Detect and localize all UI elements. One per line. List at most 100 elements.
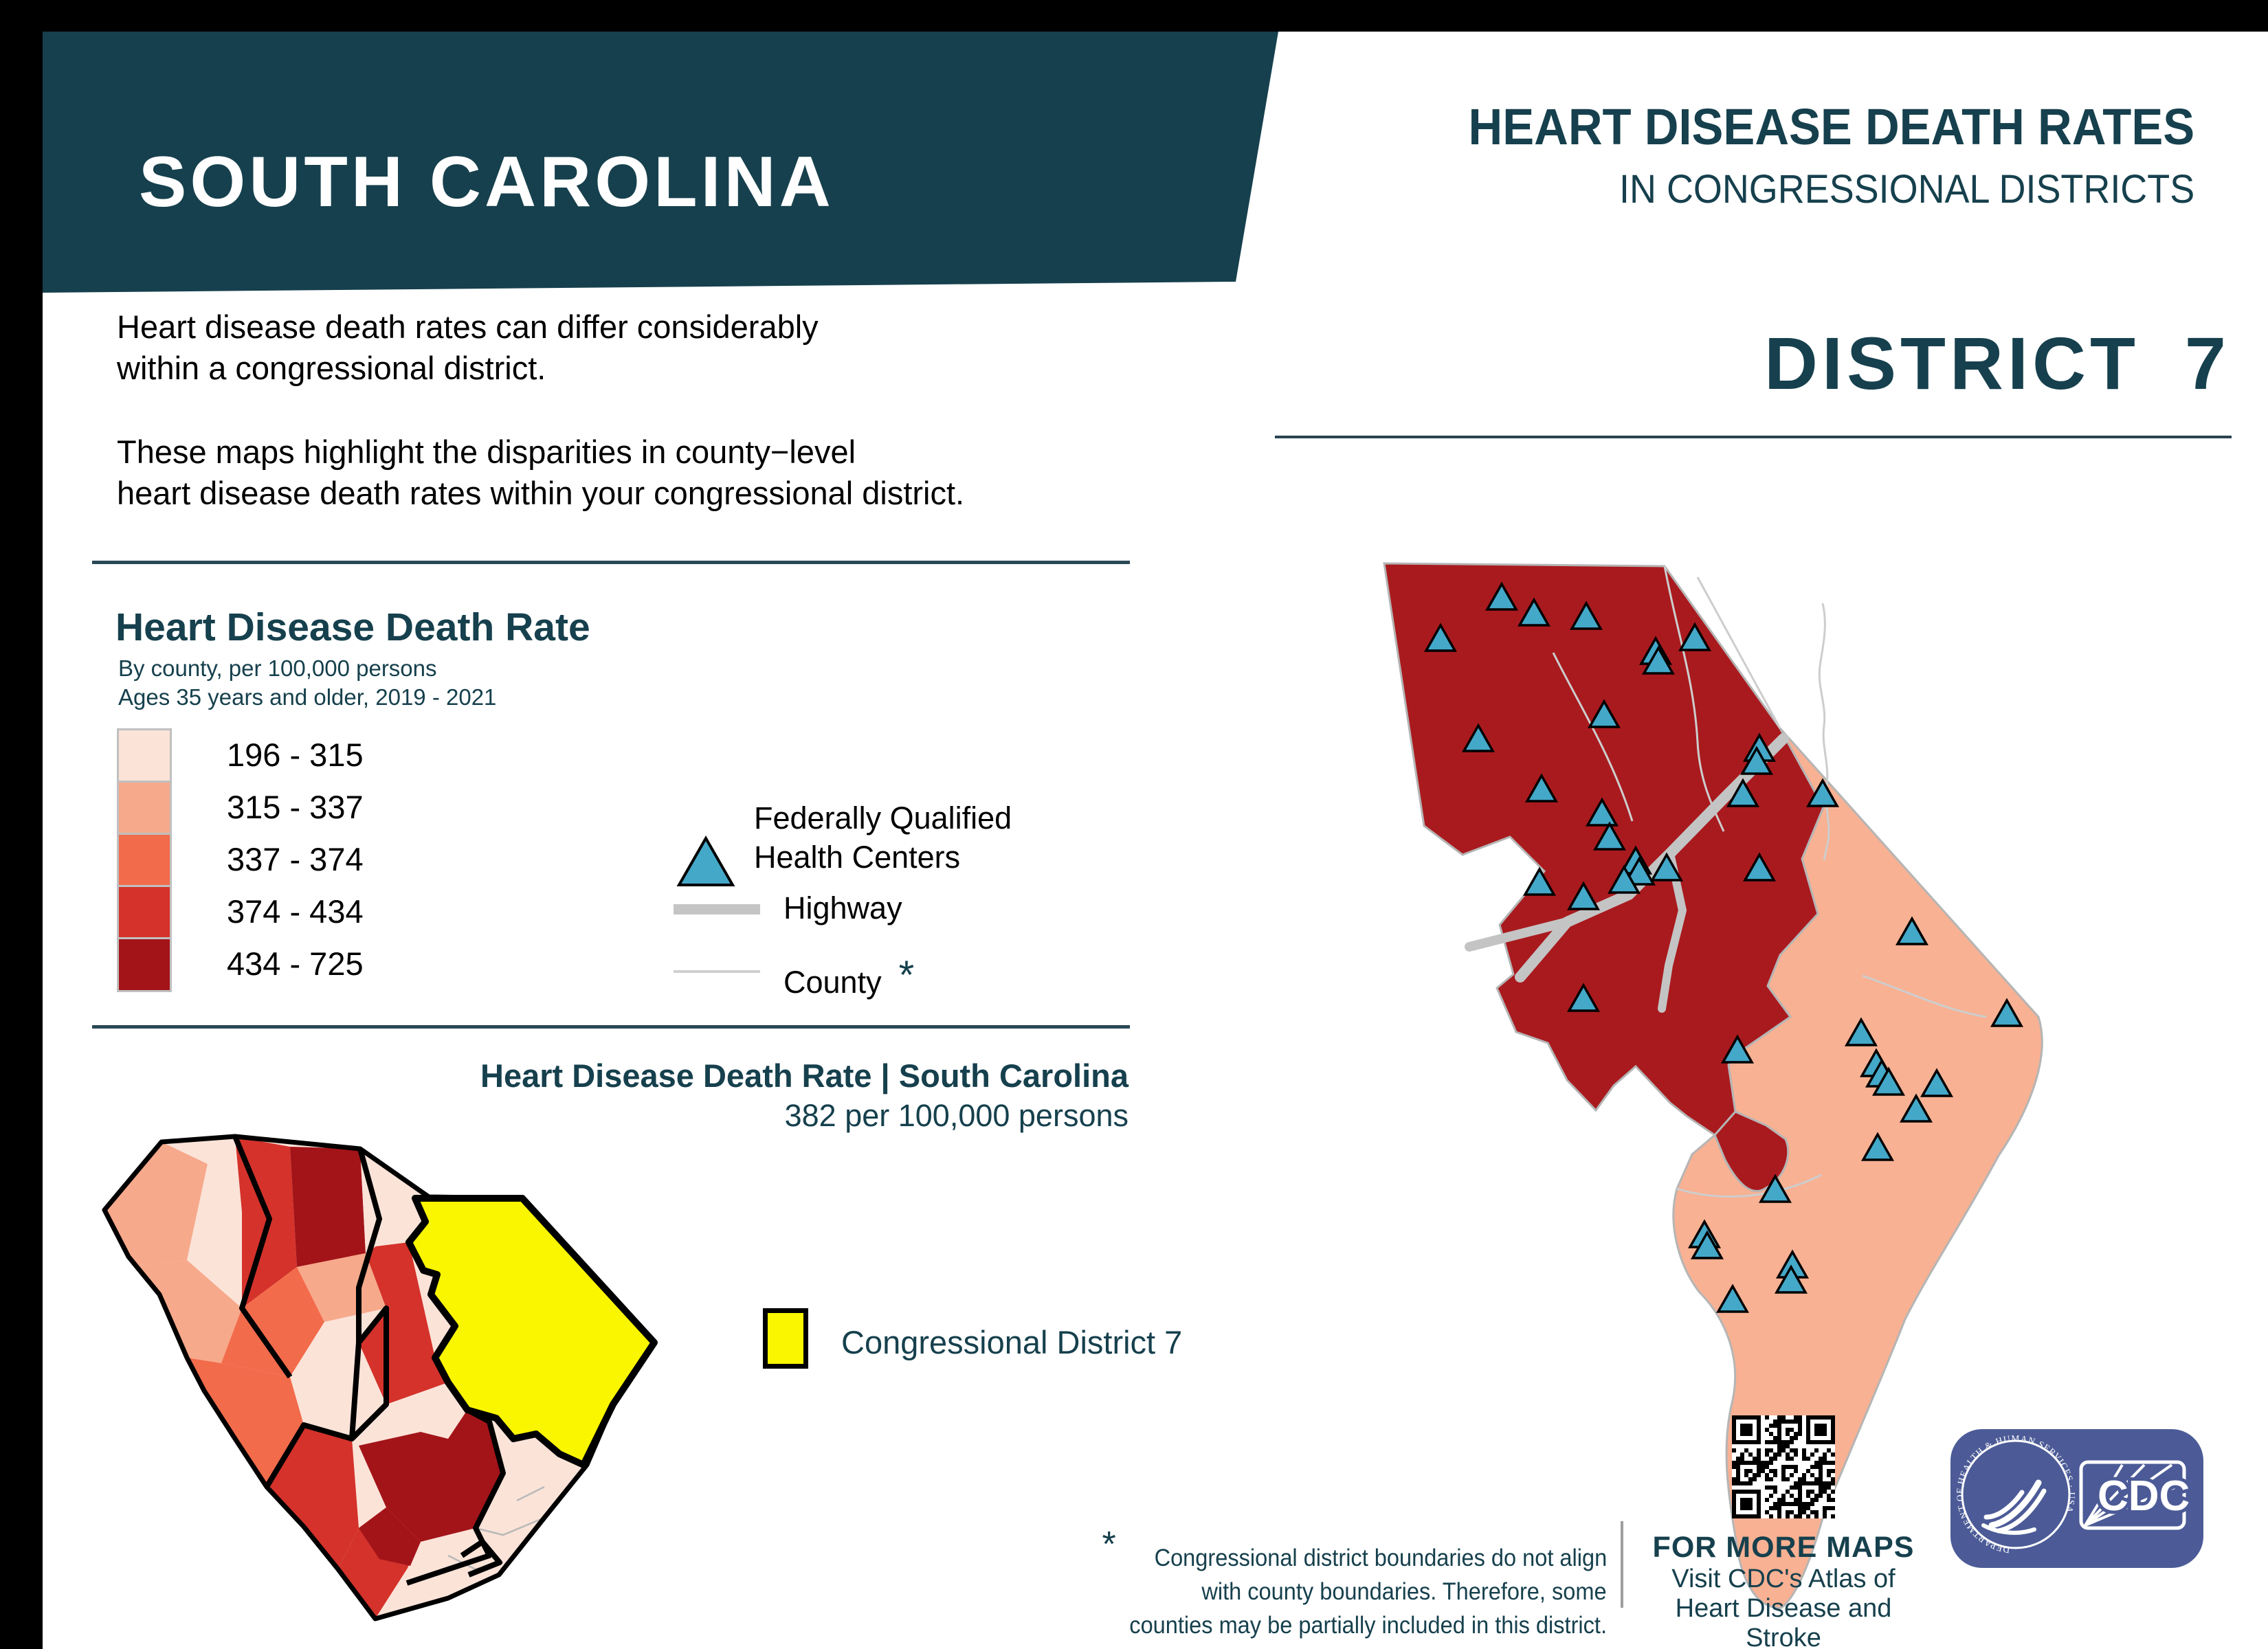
legend-swatch-1: [117, 728, 172, 783]
svg-text:CDC: CDC: [2098, 1472, 2190, 1520]
hhs-seal-text: DEPARTMENT OF HEALTH & HUMAN SERVICES · …: [1955, 1433, 2077, 1556]
fqhc-marker-triangle: [1899, 1093, 1933, 1123]
legend-class-row: 315 - 337: [117, 780, 364, 835]
hhs-seal-ring: [1961, 1439, 2071, 1549]
district-map-dark-red-tongue: [1713, 1110, 1790, 1192]
district-heading-rule: [1275, 436, 2232, 438]
cdc-logo-mark: CDC CDC: [2079, 1460, 2193, 1530]
legend-title: Heart Disease Death Rate: [115, 605, 590, 649]
report-title: HEART DISEASE DEATH RATES: [1468, 98, 2194, 155]
qr-code: [1732, 1415, 1835, 1518]
page: SOUTH CAROLINA HEART DISEASE DEATH RATES…: [43, 32, 2268, 1649]
district-7-highlight: [405, 1195, 658, 1468]
fqhc-triangle-icon: [676, 835, 735, 886]
fqhc-marker-triangle: [1641, 645, 1676, 675]
fqhc-marker-triangle: [1805, 778, 1840, 807]
fqhc-marker-triangle: [1844, 1017, 1878, 1046]
fqhc-marker-triangle: [1461, 723, 1496, 752]
legend-class-row: 196 - 315: [117, 728, 364, 783]
cdc-hhs-logo: DEPARTMENT OF HEALTH & HUMAN SERVICES · …: [1950, 1429, 2203, 1568]
south-carolina-state-map: [102, 1134, 658, 1622]
fqhc-marker-triangle: [1566, 983, 1601, 1012]
legend-class-row: 337 - 374: [117, 832, 364, 888]
county-asterisk: *: [898, 953, 915, 998]
legend-range-2: 315 - 337: [227, 788, 364, 825]
state-banner: SOUTH CAROLINA: [43, 32, 1278, 293]
cdc-hhs-logo-art: DEPARTMENT OF HEALTH & HUMAN SERVICES · …: [1955, 1433, 2193, 1556]
report-subtitle: IN CONGRESSIONAL DISTRICTS: [1619, 167, 2194, 212]
state-outline: [102, 1134, 657, 1622]
fqhc-marker-triangle: [1585, 797, 1619, 827]
legend-swatch-3: [117, 832, 172, 888]
more-maps-line-1: Visit CDC's Atlas of: [1671, 1564, 1895, 1593]
fqhc-marker-triangle: [1871, 1066, 1906, 1096]
legend-range-3: 337 - 374: [227, 840, 364, 877]
fqhc-marker-triangle: [1758, 1174, 1792, 1203]
district-map-salmon-region: [1672, 727, 2043, 1609]
county-label: County *: [783, 953, 915, 1000]
legend-swatch-2: [117, 780, 172, 835]
legend-subtitle-2: Ages 35 years and older, 2019 - 2021: [118, 684, 497, 710]
fqhc-marker-triangle: [1690, 1230, 1724, 1259]
fqhc-marker-triangle: [1423, 622, 1458, 652]
county-lines: [1552, 565, 1987, 1198]
district-7-map: [1383, 562, 2043, 1609]
fqhc-marker-triangle: [1742, 852, 1777, 882]
district-7-swatch-label: Congressional District 7: [841, 1324, 1183, 1360]
fqhc-marker-triangle: [1715, 1283, 1750, 1313]
fqhc-marker-triangle: [1592, 821, 1627, 851]
district-heading: DISTRICT 7: [1764, 322, 2230, 405]
fqhc-marker-triangle: [1990, 998, 2024, 1027]
fqhc-marker-triangle: [1920, 1068, 1954, 1097]
fqhc-marker-triangle: [1569, 601, 1603, 630]
fqhc-marker-triangle: [1720, 1034, 1755, 1064]
intro-paragraph-1: Heart disease death rates can differ con…: [117, 309, 819, 386]
footnote-divider: [1621, 1521, 1623, 1608]
footnote-asterisk: *: [1102, 1525, 1116, 1564]
fqhc-marker-triangle: [1607, 864, 1641, 894]
highway-label: Highway: [783, 890, 902, 926]
fqhc-marker-triangle: [1739, 745, 1774, 775]
fqhc-marker-triangle: [1678, 622, 1712, 651]
fqhc-marker-triangle: [1587, 699, 1621, 728]
divider-top: [92, 561, 1130, 564]
intro-text: Heart disease death rates can differ con…: [117, 306, 964, 557]
cdc-acronym: CDC: [2098, 1472, 2190, 1520]
fqhc-marker-triangle: [1522, 866, 1557, 896]
fqhc-marker-triangle: [1860, 1132, 1895, 1161]
more-maps-heading: FOR MORE MAPS: [1652, 1531, 1915, 1564]
legend-range-5: 434 - 725: [227, 945, 364, 982]
legend-swatch-5: [117, 936, 172, 992]
legend-range-1: 196 - 315: [227, 736, 364, 773]
highway-line-icon: [674, 904, 760, 915]
fqhc-marker-triangle: [1524, 773, 1559, 803]
fqhc-marker-triangle: [1566, 881, 1601, 910]
divider-middle: [92, 1025, 1130, 1029]
hhs-eagle-icon: [1981, 1479, 2047, 1535]
footnote: * Congressional district boundaries do no…: [1102, 1525, 1607, 1639]
legend-range-4: 374 - 434: [227, 893, 364, 930]
district-7-swatch: [763, 1308, 808, 1369]
state-name: SOUTH CAROLINA: [139, 142, 834, 222]
more-maps-block: FOR MORE MAPS Visit CDC's Atlas of Heart…: [1646, 1531, 1921, 1649]
intro-paragraph-2: These maps highlight the disparities in …: [117, 434, 965, 511]
fqhc-marker-triangle: [1485, 581, 1519, 611]
legend-subtitle-1: By county, per 100,000 persons: [118, 655, 437, 681]
fqhc-label: Federally Qualified Health Centers: [754, 800, 1012, 875]
fqhc-marker-triangle: [1774, 1264, 1808, 1294]
state-map-subtitle: 382 per 100,000 persons: [784, 1098, 1129, 1133]
fqhc-marker-triangle: [1726, 778, 1760, 807]
fqhc-marker-triangle: [1517, 597, 1551, 627]
legend-swatch-4: [117, 884, 172, 940]
legend-class-row: 434 - 725: [117, 936, 364, 992]
fqhc-marker-triangle: [1649, 852, 1684, 882]
county-line-icon: [674, 970, 760, 973]
state-map-title: Heart Disease Death Rate | South Carolin…: [480, 1057, 1129, 1094]
fqhc-markers: [1423, 581, 2024, 1313]
more-maps-line-2: Heart Disease and Stroke: [1675, 1594, 1892, 1649]
fqhc-marker-triangle: [1895, 916, 1929, 945]
fqhc-marker-triangle: [1622, 856, 1656, 886]
legend-color-scale: 196 - 315 315 - 337 337 - 374 374 - 434 …: [117, 728, 364, 992]
legend-class-row: 374 - 434: [117, 884, 364, 940]
